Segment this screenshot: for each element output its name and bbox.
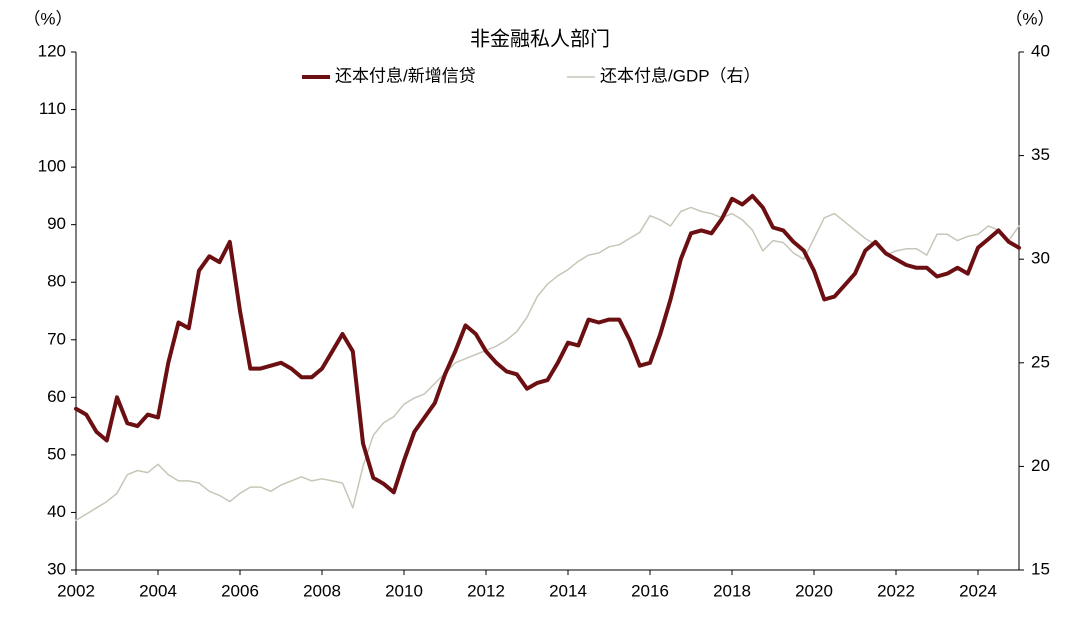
series-line [74,193,1021,495]
legend-label: 还本付息/GDP（右） [600,66,761,85]
y-tick-label: 100 [38,157,66,176]
y2-tick-label: 20 [1031,456,1050,475]
y-tick-label: 80 [47,272,66,291]
y2-tick-label: 30 [1031,249,1050,268]
y2-tick-label: 35 [1031,145,1050,164]
x-tick-label: 2010 [385,581,423,600]
x-tick-label: 2016 [631,581,669,600]
x-tick-label: 2008 [303,581,341,600]
x-tick-label: 2002 [57,581,95,600]
chart-title: 非金融私人部门 [470,27,610,50]
y2-axis-unit: （%） [1005,9,1054,28]
y2-tick-label: 15 [1031,559,1050,578]
y-tick-label: 120 [38,41,66,60]
y2-tick-label: 40 [1031,41,1050,60]
y-axis-unit: （%） [23,9,72,28]
x-tick-label: 2022 [877,581,915,600]
x-tick-label: 2024 [959,581,997,600]
x-tick-label: 2004 [139,581,177,600]
x-tick-label: 2020 [795,581,833,600]
y-tick-label: 30 [47,559,66,578]
y-tick-label: 40 [47,502,66,521]
y-tick-label: 50 [47,444,66,463]
y-tick-label: 70 [47,329,66,348]
x-tick-label: 2018 [713,581,751,600]
series-line [75,206,1020,522]
y2-tick-label: 25 [1031,352,1050,371]
y-tick-label: 90 [47,214,66,233]
x-tick-label: 2014 [549,581,587,600]
y-tick-label: 60 [47,387,66,406]
x-tick-label: 2012 [467,581,505,600]
y-tick-label: 110 [39,99,66,118]
x-tick-label: 2006 [221,581,259,600]
legend-label: 还本付息/新增信贷 [335,66,476,85]
